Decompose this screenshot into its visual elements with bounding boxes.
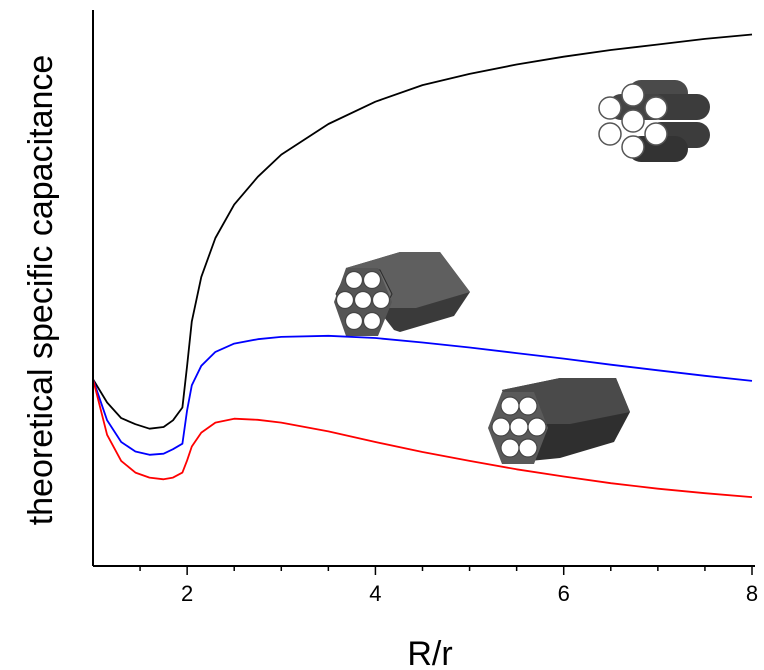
cylinder-bundle-icon (598, 80, 710, 162)
series-group (92, 33, 753, 498)
x-axis-title: R/r (407, 635, 452, 670)
x-tick-label: 6 (558, 581, 570, 606)
y-axis-title: theoretical specific capacitance (22, 55, 60, 526)
series-line-1 (92, 33, 753, 430)
structure-illustrations (334, 80, 710, 464)
x-axis-ticks: 2 4 6 8 (139, 566, 758, 606)
hexagonal-prism-icon (334, 252, 470, 336)
x-tick-label: 2 (181, 581, 193, 606)
x-tick-label: 8 (746, 581, 758, 606)
hexagonal-prism-icon (488, 378, 630, 464)
series-line-2 (92, 334, 753, 456)
series-line-3 (92, 378, 753, 498)
x-tick-label: 4 (369, 581, 381, 606)
